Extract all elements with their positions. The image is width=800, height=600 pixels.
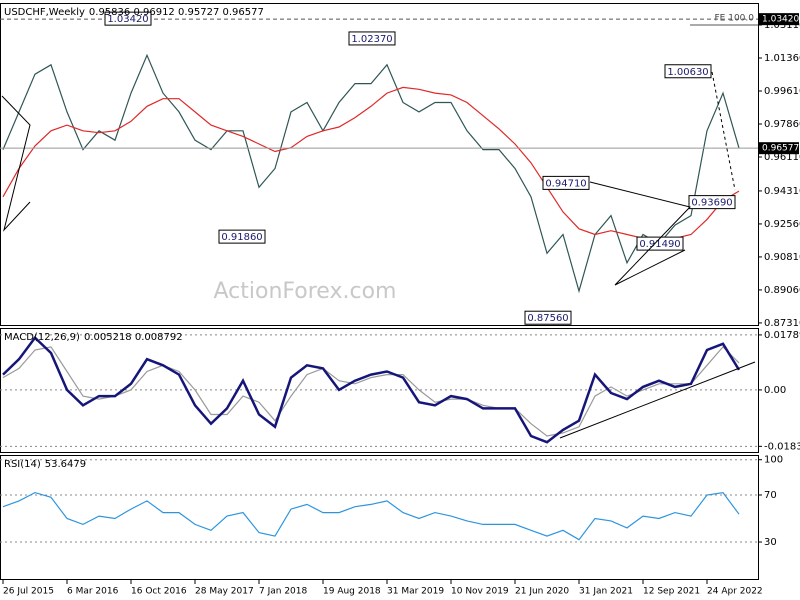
x-tick-label: 24 Apr 2022 [707,587,763,597]
annotation-label: 1.02370 [351,34,392,45]
y-tick-label: 0.017898 [764,330,800,341]
price-marker-label: 1.03420 [762,15,799,25]
macd-trendline [559,361,756,439]
annotation-label: 0.93690 [691,198,732,209]
x-tick-label: 28 May 2017 [195,587,254,597]
panel-header: RSI(14) 53.6479 [4,459,86,470]
series-line [2,335,741,444]
x-tick-label: 21 Jun 2020 [515,587,569,597]
annotation-label: 0.94710 [545,178,586,189]
x-tick-label: 10 Nov 2019 [451,587,509,597]
y-tick-label: 0.00 [764,385,786,396]
annotation-box [542,175,590,190]
price-marker [759,13,799,26]
series-line [2,53,740,294]
annotation-label: 0.87560 [527,313,568,324]
annotation-box [688,195,736,210]
x-tick-label: 12 Sep 2021 [643,587,700,597]
macd-panel [0,328,759,453]
x-tick-label: 19 Aug 2018 [323,587,381,597]
annotation-label: 1.03420 [107,14,148,25]
series-line [2,86,740,239]
y-tick-label: -0.018354 [764,441,800,452]
x-tick-label: 26 Jul 2015 [3,587,54,597]
annotation-box [104,11,152,26]
x-tick-label: 16 Oct 2016 [131,587,187,597]
y-tick-label: 100 [764,455,783,466]
panel-title: RSI(14) [4,459,41,470]
panel-header: MACD(12,26,9) 0.005218 0.008792 [4,332,183,343]
x-tick-label: 31 Jan 2021 [579,587,633,597]
panel-title: MACD(12,26,9) [4,332,80,343]
panel-values: 0.005218 0.008792 [84,332,183,343]
panel-title: USDCHF,Weekly [4,7,85,18]
fe-label: FE 100.0 [715,13,755,23]
trendline [1,95,31,232]
annotation-box [636,236,684,251]
y-tick-label: 30 [764,537,777,548]
x-tick-label: 31 Mar 2019 [387,587,444,597]
x-tick-label: 7 Jan 2018 [259,587,307,597]
annotation-label: 0.91490 [639,239,680,250]
panel-header: USDCHF,Weekly 0.95836 0.96912 0.95727 0.9… [4,7,264,18]
price-marker [759,142,799,155]
annotation-box [664,64,712,79]
triangle [589,181,691,286]
series-line [2,346,740,437]
projection [711,71,736,191]
watermark: ActionForex.com [214,279,397,304]
annotation-box [348,31,396,46]
series-line [2,491,740,541]
annotation-box [524,310,572,325]
price-marker-label: 0.96577 [762,144,799,154]
rsi-panel [0,455,759,580]
y-tick-label: 0.87310 [764,318,800,329]
y-tick-label: 1.03110 [764,20,800,31]
annotation-box [218,229,266,244]
y-tick-label: 70 [764,490,777,501]
panel-values: 0.95836 0.96912 0.95727 0.96577 [89,7,264,18]
annotation-label: 1.00630 [667,67,708,78]
x-tick-label: 6 Mar 2016 [67,587,119,597]
price-panel [0,3,759,326]
panel-values: 53.6479 [45,459,86,470]
annotation-label: 0.91860 [221,232,262,243]
